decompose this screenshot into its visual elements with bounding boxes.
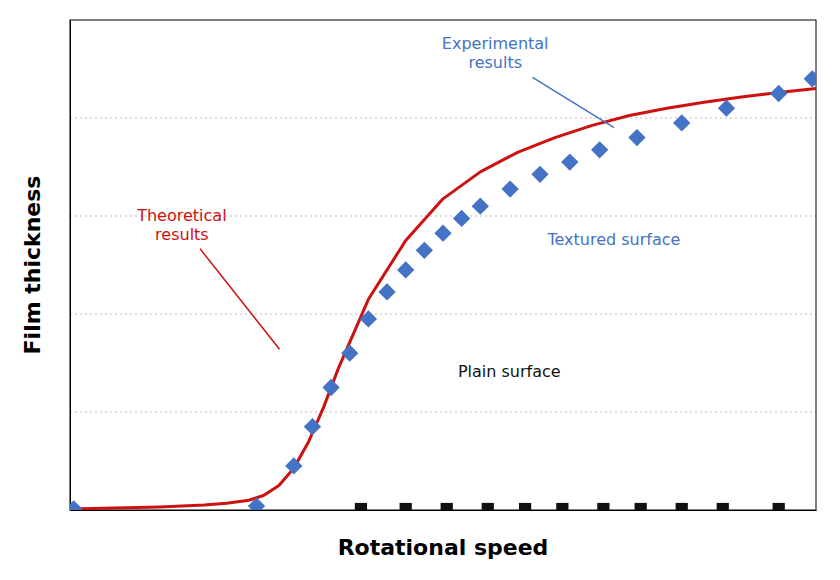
grid (70, 118, 816, 412)
diamond-point (341, 345, 358, 362)
point-series (355, 503, 785, 510)
diamond-point (416, 242, 433, 259)
diamond-point (591, 141, 608, 158)
grid-line (70, 412, 816, 413)
diamond-point (70, 500, 82, 510)
square-point (676, 503, 688, 510)
square-point (482, 503, 494, 510)
x-axis-title: Rotational speed (338, 535, 549, 560)
annotation: Textured surface (546, 230, 680, 249)
diamond-point (531, 166, 548, 183)
diamond-point (472, 198, 489, 215)
grid-line (70, 118, 816, 119)
square-point (400, 503, 412, 510)
diamond-point (804, 70, 816, 87)
diamond-point (248, 497, 265, 510)
diamond-point (561, 153, 578, 170)
square-point (635, 503, 647, 510)
diamond-point (673, 114, 690, 131)
annotation: Experimentalresults (442, 34, 549, 72)
square-point (597, 503, 609, 510)
diamond-point (360, 310, 377, 327)
chart: Experimentalresults Textured surface Theor… (0, 0, 840, 580)
line (70, 89, 816, 509)
annotation: Plain surface (458, 362, 561, 381)
diamond-point (434, 224, 451, 241)
square-point (717, 503, 729, 510)
diamond-point (285, 457, 302, 474)
plot-frame (70, 20, 816, 510)
annotation-arrow (200, 249, 279, 349)
annotations: Experimentalresults Textured surface Theor… (136, 34, 680, 381)
square-point (556, 503, 568, 510)
grid-line (70, 314, 816, 315)
y-axis-title: Film thickness (20, 176, 45, 355)
diamond-point (397, 261, 414, 278)
diamond-point (501, 180, 518, 197)
annotation-arrow (532, 77, 614, 127)
diamond-point (378, 283, 395, 300)
marks (70, 70, 816, 510)
plot: Experimentalresults Textured surface Theor… (65, 20, 821, 518)
diamond-point (453, 210, 470, 227)
square-point (773, 503, 785, 510)
square-point (355, 503, 367, 510)
square-point (519, 503, 531, 510)
point-series (70, 70, 816, 510)
diamond-point (770, 85, 787, 102)
square-point (441, 503, 453, 510)
diamond-point (628, 129, 645, 146)
diamond-point (322, 379, 339, 396)
annotation: Theoreticalresults (136, 206, 226, 244)
diamond-point (304, 418, 321, 435)
diamond-point (718, 100, 735, 117)
